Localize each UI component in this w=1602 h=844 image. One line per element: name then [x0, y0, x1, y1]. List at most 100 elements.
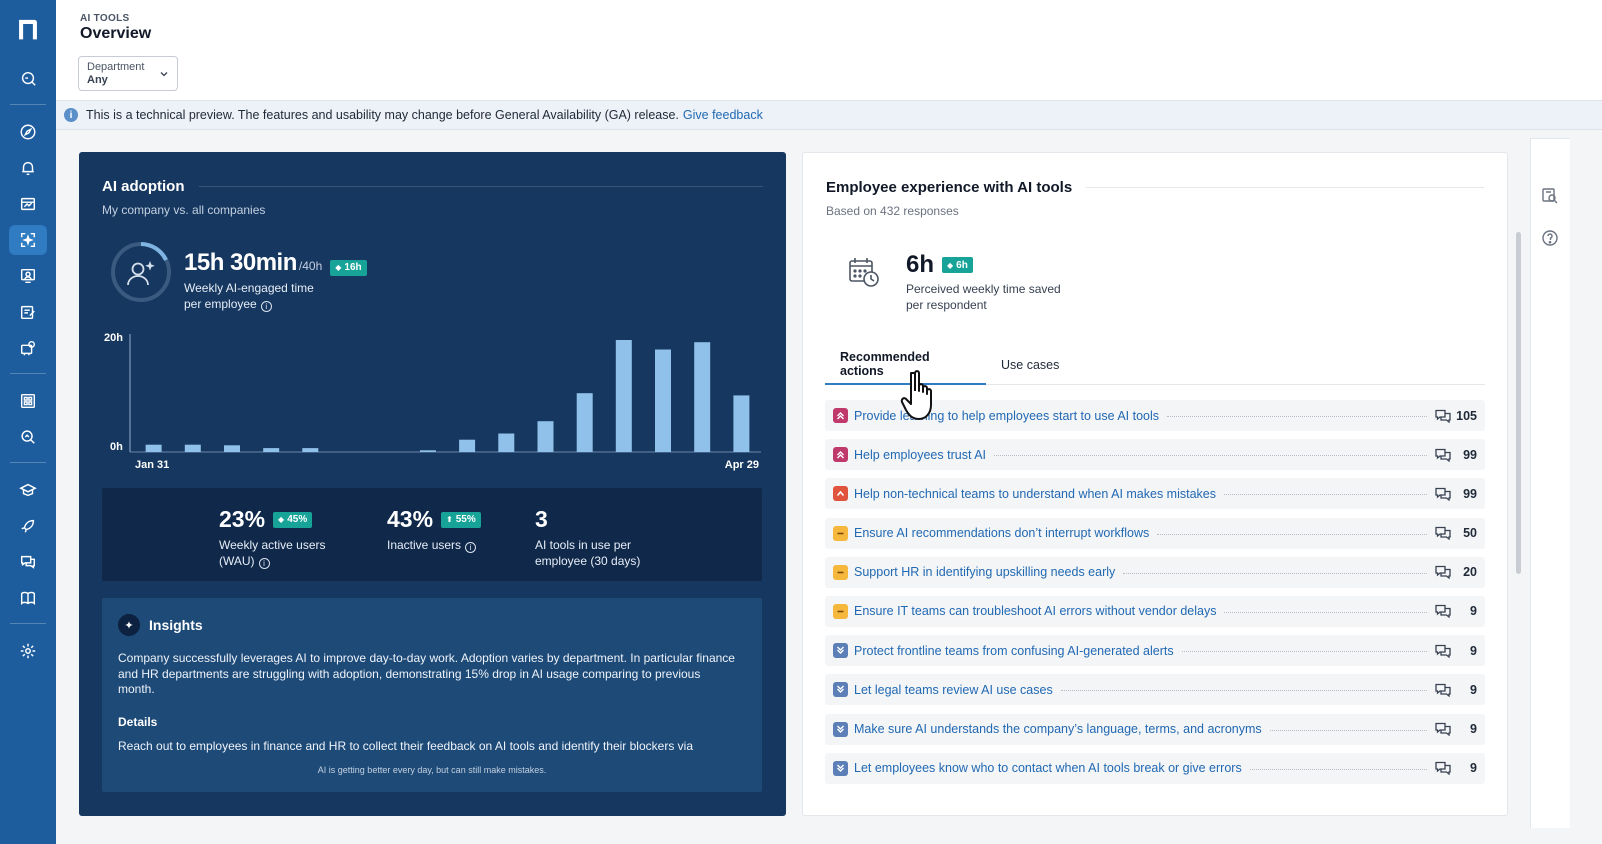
recommended-action-row[interactable]: Help employees trust AI 99: [825, 439, 1485, 471]
engaged-time-label-line2: per employee: [184, 297, 257, 311]
dotted-leader: [1249, 768, 1427, 770]
sidebar-grid-icon[interactable]: [9, 386, 47, 416]
x-start-label: Jan 31: [135, 459, 169, 471]
action-count: 20: [1463, 565, 1477, 580]
action-link[interactable]: Protect frontline teams from confusing A…: [854, 643, 1174, 658]
recommended-action-row[interactable]: Help non-technical teams to understand w…: [825, 478, 1485, 510]
page-eyebrow: AI TOOLS: [80, 13, 130, 24]
priority-high-icon: [833, 408, 848, 423]
page-title: Overview: [80, 25, 152, 42]
action-link[interactable]: Ensure IT teams can troubleshoot AI erro…: [854, 604, 1217, 619]
action-link[interactable]: Let employees know who to contact when A…: [854, 761, 1242, 776]
sidebar-settings-icon[interactable]: [9, 636, 47, 666]
inactive-badge-value: 55%: [455, 514, 476, 525]
chart-bar[interactable]: [576, 393, 593, 452]
sidebar-search-icon[interactable]: [9, 64, 47, 94]
department-filter[interactable]: Department Any: [78, 56, 178, 91]
sidebar-survey-icon[interactable]: [9, 297, 47, 327]
chart-bar[interactable]: [537, 421, 554, 452]
sidebar-bell-icon[interactable]: [9, 153, 47, 183]
chart-bar[interactable]: [498, 433, 515, 453]
sidebar-experience-icon[interactable]: [9, 261, 47, 291]
recommended-action-row[interactable]: Make sure AI understands the company’s l…: [825, 713, 1485, 745]
chart-bar[interactable]: [459, 439, 476, 452]
sidebar-explore-icon[interactable]: [9, 117, 47, 147]
chart-bar[interactable]: [419, 450, 436, 452]
tab-use-cases[interactable]: Use cases: [1001, 358, 1060, 372]
chart-bar[interactable]: [655, 349, 671, 453]
sidebar-chat-icon[interactable]: [9, 547, 47, 577]
chart-bar[interactable]: [733, 395, 750, 452]
ai-adoption-card: AI adoption My company vs. all companies…: [79, 152, 786, 816]
info-icon[interactable]: i: [465, 542, 477, 553]
tab-recommended-actions[interactable]: Recommended actions: [825, 345, 986, 385]
time-saved-value: 6h: [906, 251, 935, 278]
tools-label-line2: employee (30 days): [535, 554, 641, 568]
scrollbar[interactable]: [1516, 232, 1521, 574]
priority-medium-icon: [833, 564, 848, 580]
engaged-time-label-line1: Weekly AI-engaged time: [184, 281, 314, 295]
sidebar-dashboard-icon[interactable]: [9, 189, 47, 219]
sidebar-divider: [10, 462, 46, 463]
chart-bar[interactable]: [615, 340, 632, 452]
dotted-leader: [994, 455, 1427, 457]
priority-medium-icon: [833, 525, 848, 541]
recommended-action-row[interactable]: Support HR in identifying upskilling nee…: [825, 556, 1485, 588]
action-link[interactable]: Support HR in identifying upskilling nee…: [854, 565, 1116, 580]
give-feedback-link[interactable]: Give feedback: [682, 108, 763, 122]
priority-low-icon: [833, 682, 848, 698]
action-count: 9: [1470, 604, 1477, 619]
chart-bar[interactable]: [145, 444, 162, 452]
action-count: 50: [1463, 526, 1477, 541]
priority-high-icon: [833, 447, 848, 463]
sidebar-apps-icon[interactable]: [9, 333, 47, 363]
department-filter-value: Any: [87, 74, 108, 86]
action-link[interactable]: Let legal teams review AI use cases: [854, 682, 1053, 697]
dotted-leader: [1060, 690, 1427, 692]
x-end-label: Apr 29: [725, 459, 759, 471]
wau-value: 23%: [219, 506, 266, 532]
recommended-action-row[interactable]: Provide learning to help employees start…: [825, 400, 1485, 431]
diamond-icon: ◆: [278, 515, 285, 524]
action-link[interactable]: Make sure AI understands the company’s l…: [854, 722, 1262, 736]
action-link[interactable]: Help non-technical teams to understand w…: [854, 486, 1216, 501]
comments-icon: [1435, 644, 1451, 658]
comments-icon: [1435, 409, 1451, 423]
ai-search-icon[interactable]: [1541, 187, 1559, 205]
inactive-badge: ⬆ 55%: [441, 511, 481, 528]
chart-bar[interactable]: [694, 342, 711, 452]
chart-bar[interactable]: [302, 448, 319, 452]
sidebar-launch-icon[interactable]: [9, 511, 47, 541]
diamond-icon: ◆: [947, 260, 954, 270]
tools-value: 3: [535, 506, 548, 532]
sidebar-ai-tools-icon[interactable]: [9, 225, 47, 255]
priority-low-icon: [833, 643, 848, 659]
engaged-time-badge: ◆ 16h: [330, 259, 367, 276]
action-link[interactable]: Help employees trust AI: [854, 447, 987, 462]
recommended-action-row[interactable]: Ensure AI recommendations don’t interrup…: [825, 517, 1485, 549]
chart-bar[interactable]: [184, 444, 201, 452]
tools-label-line1: AI tools in use per: [535, 538, 632, 552]
sidebar-learn-icon[interactable]: [9, 475, 47, 505]
recommended-actions-list: Provide learning to help employees start…: [825, 400, 1485, 792]
engaged-time-label: Weekly AI-engaged time per employee i: [184, 280, 344, 312]
department-filter-label: Department: [87, 61, 145, 73]
info-icon[interactable]: i: [258, 558, 270, 569]
dotted-leader: [1167, 416, 1427, 417]
calendar-clock-icon: [849, 258, 879, 287]
bar-series: [145, 340, 750, 453]
inactive-value: 43%: [387, 506, 434, 532]
recommended-action-row[interactable]: Let legal teams review AI use cases 9: [825, 674, 1485, 706]
sidebar-docs-icon[interactable]: [9, 583, 47, 613]
info-icon[interactable]: i: [260, 301, 272, 312]
action-link[interactable]: Ensure AI recommendations don’t interrup…: [854, 526, 1150, 541]
app-logo[interactable]: [12, 12, 44, 44]
help-icon[interactable]: [1541, 229, 1559, 247]
recommended-action-row[interactable]: Let employees know who to contact when A…: [825, 752, 1485, 784]
recommended-action-row[interactable]: Ensure IT teams can troubleshoot AI erro…: [825, 595, 1485, 627]
chart-bar[interactable]: [263, 448, 280, 452]
sidebar-insights-search-icon[interactable]: [9, 422, 47, 452]
recommended-action-row[interactable]: Protect frontline teams from confusing A…: [825, 635, 1485, 667]
banner-text: This is a technical preview. The feature…: [86, 108, 679, 122]
chart-bar[interactable]: [224, 445, 240, 452]
